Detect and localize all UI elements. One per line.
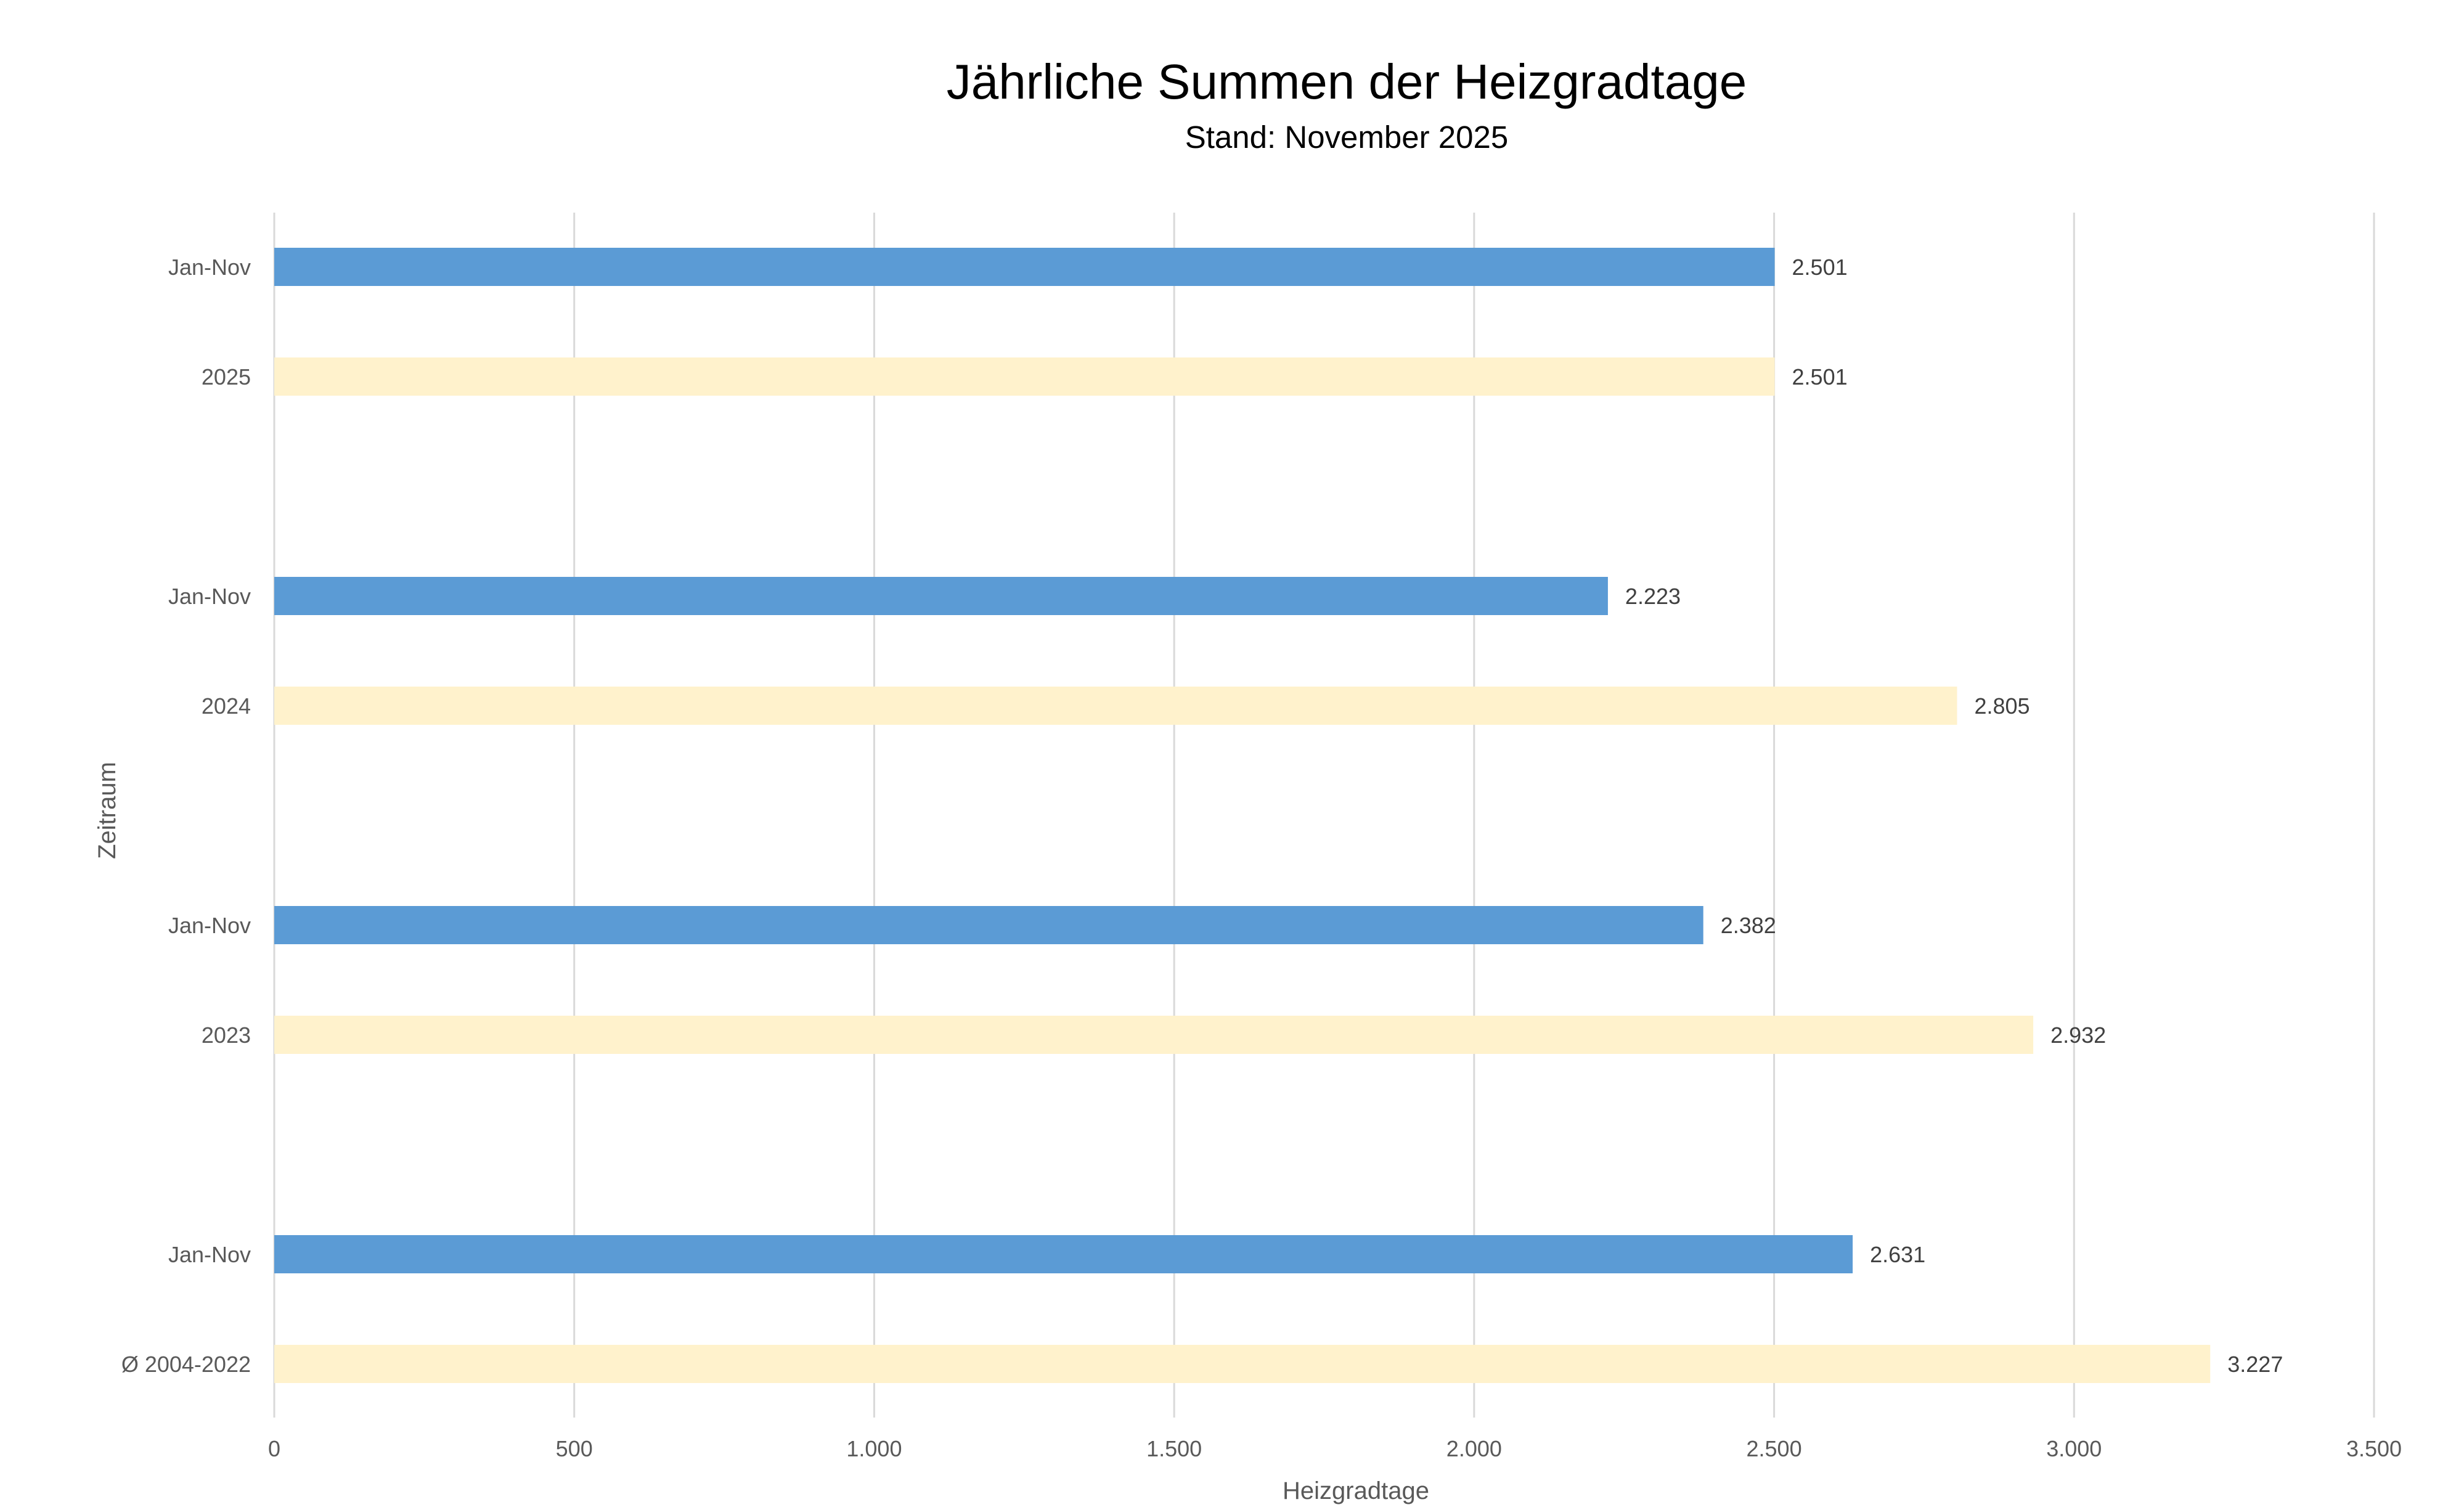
x-tick-label: 1.500 bbox=[1146, 1436, 1202, 1461]
bar bbox=[274, 687, 1957, 725]
y-axis-title: Zeitraum bbox=[94, 762, 121, 859]
y-category-label: 2024 bbox=[202, 693, 251, 719]
bar bbox=[274, 357, 1775, 396]
x-tick-label: 0 bbox=[268, 1436, 280, 1461]
bar bbox=[274, 1235, 1853, 1273]
bar bbox=[274, 1016, 2034, 1054]
bar-value-label: 2.223 bbox=[1625, 584, 1681, 609]
y-category-label: Jan-Nov bbox=[168, 1242, 251, 1267]
y-category-label: Jan-Nov bbox=[168, 584, 251, 609]
bar-value-label: 2.932 bbox=[2050, 1022, 2106, 1048]
bar-value-label: 3.227 bbox=[2227, 1352, 2283, 1377]
bar-value-label: 2.631 bbox=[1870, 1242, 1925, 1267]
bar-value-label: 2.501 bbox=[1792, 364, 1848, 390]
y-category-label: Jan-Nov bbox=[168, 255, 251, 280]
x-tick-label: 2.500 bbox=[1747, 1436, 1802, 1461]
x-tick-label: 1.000 bbox=[846, 1436, 902, 1461]
bar-value-label: 2.382 bbox=[1721, 913, 1776, 938]
y-axis-categories: Jan-Nov 2025 Jan-Nov 2024 Jan-Nov 2023 Jan-Nov… bbox=[121, 255, 251, 1377]
y-category-label: Ø 2004-2022 bbox=[121, 1352, 251, 1377]
data-labels-layer: 2.501 2.501 2.223 2.805 2.382 2.932 2.631 3.227 bbox=[1625, 255, 2283, 1377]
x-axis-title: Heizgradtage bbox=[1283, 1477, 1429, 1504]
bar-value-label: 2.501 bbox=[1792, 255, 1848, 280]
bar bbox=[274, 1345, 2211, 1383]
x-tick-label: 3.500 bbox=[2346, 1436, 2402, 1461]
x-tick-label: 500 bbox=[556, 1436, 593, 1461]
bars-layer bbox=[274, 248, 2211, 1383]
y-category-label: Jan-Nov bbox=[168, 913, 251, 938]
x-tick-label: 3.000 bbox=[2046, 1436, 2102, 1461]
x-axis-ticks: 0 500 1.000 1.500 2.000 2.500 3.000 3.500 bbox=[268, 1436, 2402, 1461]
y-category-label: 2025 bbox=[202, 364, 251, 390]
bar bbox=[274, 906, 1703, 944]
bar bbox=[274, 577, 1608, 615]
bar bbox=[274, 248, 1775, 286]
gridlines bbox=[273, 213, 2375, 1418]
chart-subtitle: Stand: November 2025 bbox=[1185, 120, 1509, 155]
bar-value-label: 2.805 bbox=[1974, 693, 2030, 719]
y-category-label: 2023 bbox=[202, 1022, 251, 1048]
chart-title: Jährliche Summen der Heizgradtage bbox=[947, 54, 1747, 109]
x-tick-label: 2.000 bbox=[1446, 1436, 1502, 1461]
